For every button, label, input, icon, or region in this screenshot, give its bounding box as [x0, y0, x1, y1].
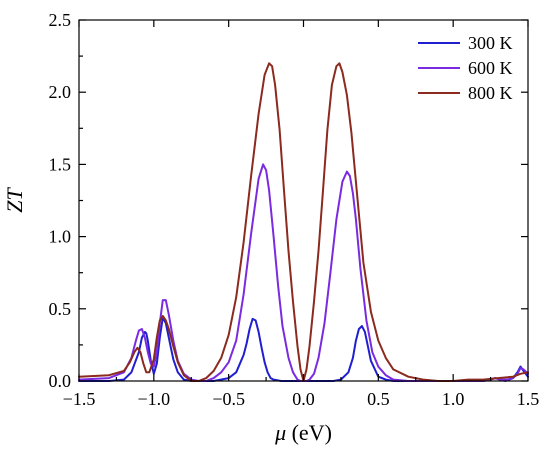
x-tick-label: −0.5	[212, 389, 245, 409]
legend: 300 K 600 K 800 K	[418, 33, 513, 103]
legend-label-800k: 800 K	[468, 83, 513, 103]
y-tick-label: 0.0	[49, 371, 72, 391]
x-axis-symbol: μ	[274, 420, 286, 445]
x-axis-unit: (eV)	[286, 420, 332, 445]
x-tick-label: 1.0	[442, 389, 465, 409]
y-tick-label: 1.5	[49, 154, 72, 174]
plot-frame	[78, 19, 529, 382]
x-tick-label: −1.5	[63, 389, 96, 409]
tick-layer	[78, 19, 529, 382]
x-tick-label: −1.0	[138, 389, 171, 409]
legend-label-300k: 300 K	[468, 33, 513, 53]
x-tick-labels: −1.5 −1.0 −0.5 0.0 0.5 1.0 1.5	[63, 389, 540, 409]
x-tick-label: 1.5	[517, 389, 540, 409]
x-tick-label: 0.5	[367, 389, 390, 409]
series-layer	[78, 62, 529, 382]
y-tick-label: 1.0	[49, 227, 72, 247]
y-tick-label: 0.5	[49, 299, 72, 319]
series-line-800k	[78, 62, 529, 382]
y-tick-label: 2.5	[49, 10, 72, 30]
x-tick-label: 0.0	[292, 389, 315, 409]
y-axis-title: ZT	[2, 187, 27, 213]
y-tick-labels: 0.0 0.5 1.0 1.5 2.0 2.5	[49, 10, 72, 391]
legend-label-600k: 600 K	[468, 58, 513, 78]
y-tick-label: 2.0	[49, 82, 72, 102]
series-line-600k	[78, 163, 529, 382]
x-axis-title: μ (eV)	[274, 420, 332, 445]
